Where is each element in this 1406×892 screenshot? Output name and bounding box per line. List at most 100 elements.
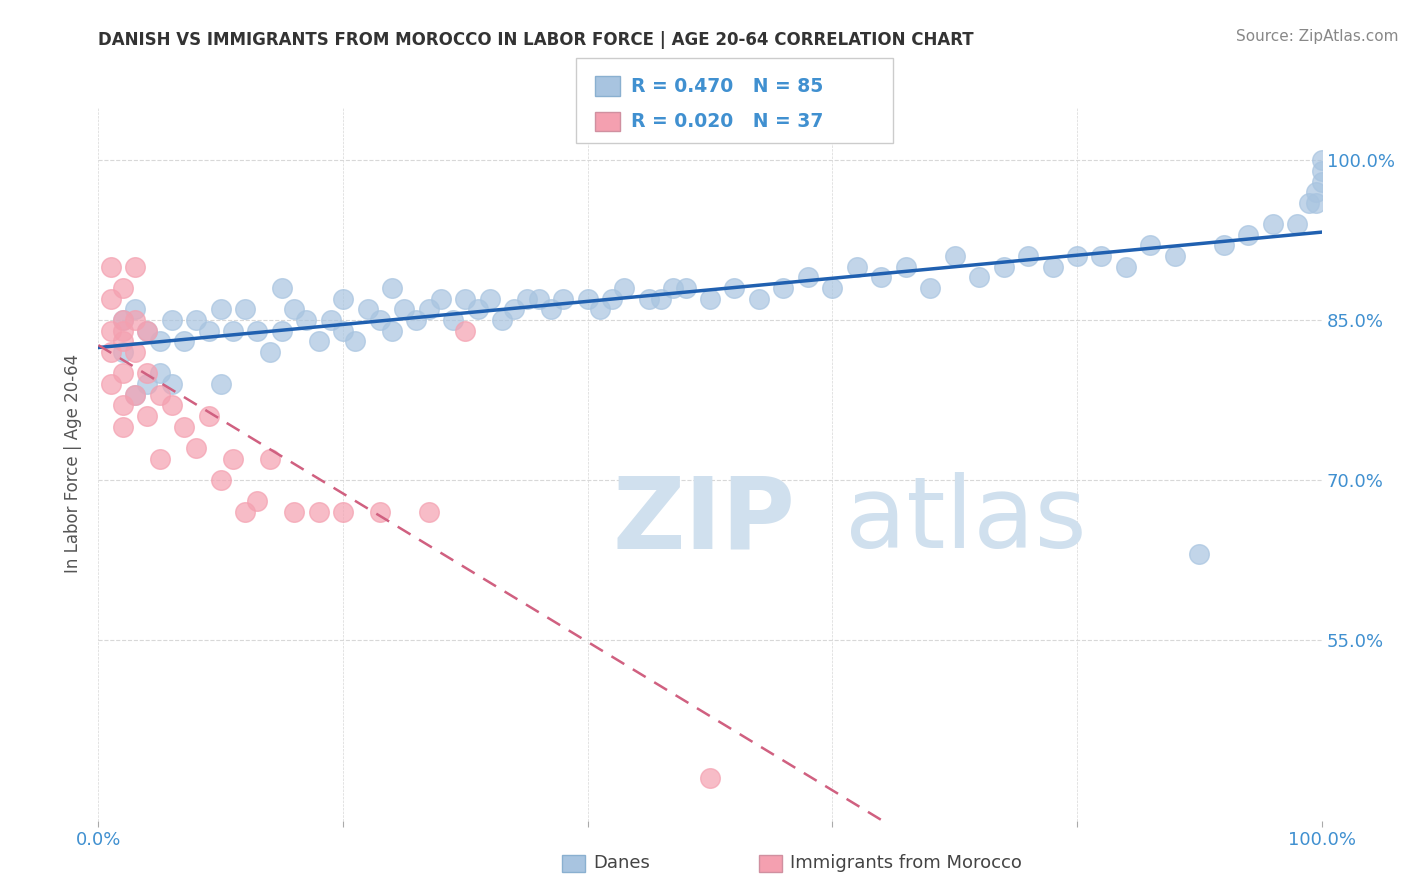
Point (100, 260, 122, 274)
Point (111, 313, 134, 327)
Point (1237, 227, 1260, 242)
Point (1090, 249, 1112, 263)
Point (233, 505, 256, 519)
Point (111, 367, 134, 381)
Point (308, 505, 330, 519)
Point (124, 387, 146, 401)
Text: R = 0.470   N = 85: R = 0.470 N = 85 (631, 77, 824, 95)
Point (723, 281, 745, 295)
Point (699, 292, 721, 306)
Text: DANISH VS IMMIGRANTS FROM MOROCCO IN LABOR FORCE | AGE 20-64 CORRELATION CHART: DANISH VS IMMIGRANTS FROM MOROCCO IN LAB… (98, 31, 974, 49)
Point (233, 302, 256, 317)
Point (197, 409, 219, 423)
Point (344, 334, 367, 349)
Text: Source: ZipAtlas.com: Source: ZipAtlas.com (1236, 29, 1399, 44)
Text: atlas: atlas (845, 473, 1087, 569)
Point (845, 260, 868, 274)
Point (576, 292, 599, 306)
Point (149, 387, 172, 401)
Point (600, 292, 623, 306)
Point (246, 324, 269, 338)
Point (967, 270, 990, 285)
Point (124, 345, 146, 359)
Text: ZIP: ZIP (612, 473, 794, 569)
Point (111, 345, 134, 359)
Point (527, 292, 550, 306)
Point (1310, 164, 1333, 178)
Point (186, 441, 208, 455)
Point (467, 302, 489, 317)
Point (136, 324, 159, 338)
Point (540, 302, 562, 317)
Point (748, 292, 770, 306)
Point (1305, 195, 1327, 210)
Point (1017, 249, 1039, 263)
Point (418, 302, 440, 317)
Point (1305, 186, 1327, 200)
Point (209, 376, 232, 391)
Point (589, 302, 612, 317)
Point (111, 281, 134, 295)
Point (270, 281, 294, 295)
Point (1310, 175, 1333, 189)
Point (491, 313, 513, 327)
Point (136, 367, 159, 381)
Point (295, 313, 318, 327)
Point (613, 281, 636, 295)
Point (136, 409, 159, 423)
Point (638, 292, 661, 306)
Point (283, 505, 305, 519)
Point (136, 376, 159, 391)
Point (797, 270, 820, 285)
Point (124, 387, 146, 401)
Point (993, 260, 1015, 274)
Point (356, 302, 378, 317)
Point (1286, 217, 1309, 231)
Point (943, 249, 966, 263)
Point (1298, 195, 1320, 210)
Point (894, 260, 917, 274)
Point (160, 398, 183, 412)
Point (418, 505, 440, 519)
Text: R = 0.020   N = 37: R = 0.020 N = 37 (631, 112, 824, 131)
Point (270, 324, 294, 338)
Point (160, 376, 183, 391)
Point (1115, 260, 1137, 274)
Point (149, 451, 172, 466)
Point (100, 324, 122, 338)
Point (1310, 153, 1333, 168)
Point (381, 281, 404, 295)
Point (173, 334, 195, 349)
Point (1066, 249, 1088, 263)
Point (197, 324, 219, 338)
Point (454, 292, 477, 306)
Point (308, 334, 330, 349)
Point (503, 302, 526, 317)
Point (111, 334, 134, 349)
Point (405, 313, 427, 327)
Point (515, 292, 537, 306)
Point (111, 419, 134, 434)
Point (319, 313, 342, 327)
Text: Immigrants from Morocco: Immigrants from Morocco (790, 855, 1022, 872)
Point (100, 376, 122, 391)
Point (173, 419, 195, 434)
Point (111, 324, 134, 338)
Point (368, 505, 391, 519)
Point (772, 281, 794, 295)
Point (381, 324, 404, 338)
Point (332, 292, 354, 306)
Point (1164, 249, 1187, 263)
Point (662, 281, 685, 295)
Point (368, 313, 391, 327)
Point (675, 281, 697, 295)
Point (186, 313, 208, 327)
Point (136, 324, 159, 338)
Point (478, 292, 501, 306)
Point (283, 302, 305, 317)
Point (246, 494, 269, 508)
Point (650, 292, 672, 306)
Point (124, 313, 146, 327)
Point (111, 398, 134, 412)
Point (920, 281, 942, 295)
